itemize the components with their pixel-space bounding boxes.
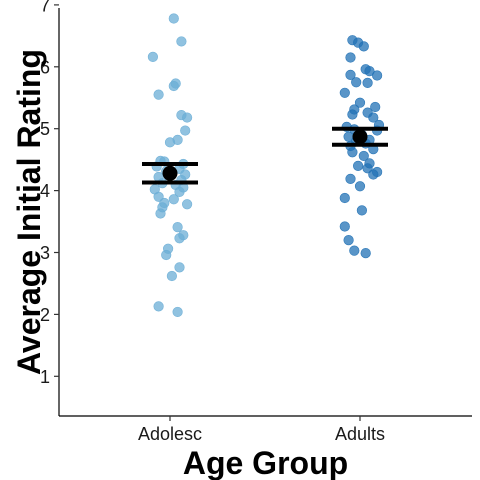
data-point — [353, 160, 364, 171]
data-point — [351, 77, 362, 88]
y-tick-label: 6 — [40, 57, 50, 77]
y-tick-label: 1 — [40, 367, 50, 387]
x-axis-title: Age Group — [183, 445, 348, 480]
data-point — [153, 301, 164, 312]
data-point — [164, 137, 176, 148]
data-point — [370, 101, 381, 113]
data-point — [343, 235, 354, 246]
data-point — [354, 181, 366, 192]
data-point — [358, 41, 369, 52]
data-point — [356, 205, 368, 216]
x-ticks: Adolesc Adults — [138, 416, 385, 444]
data-point — [368, 112, 379, 123]
data-point — [339, 87, 350, 98]
data-point — [347, 109, 358, 120]
mean-point — [162, 165, 178, 181]
data-point — [168, 13, 179, 24]
data-point — [147, 51, 158, 62]
x-tick-label: Adolesc — [138, 424, 202, 444]
data-point — [349, 245, 360, 256]
data-point — [364, 66, 375, 77]
data-point — [345, 52, 356, 63]
data-point — [161, 249, 172, 261]
y-tick-label: 4 — [40, 181, 50, 201]
axes-layer: 1 2 3 4 5 6 7 Adolesc Adults — [40, 0, 472, 444]
summary-layer — [142, 126, 388, 185]
data-point — [345, 173, 356, 184]
data-point — [166, 270, 177, 282]
data-point — [172, 222, 183, 233]
data-point — [176, 36, 187, 47]
y-tick-label: 2 — [40, 305, 50, 325]
data-point — [182, 199, 193, 210]
y-ticks: 1 2 3 4 5 6 7 — [40, 0, 59, 387]
data-point — [339, 192, 350, 204]
mean-point — [352, 129, 368, 145]
data-point — [172, 306, 183, 318]
data-point — [182, 112, 193, 123]
data-point — [180, 125, 191, 136]
y-tick-label: 3 — [40, 243, 50, 263]
y-axis-title: Average Initial Rating — [11, 49, 47, 375]
data-point — [368, 169, 379, 180]
data-point — [345, 69, 356, 80]
data-point — [354, 97, 366, 108]
data-point — [347, 147, 358, 158]
data-point — [174, 186, 185, 197]
data-point — [174, 233, 185, 244]
data-point — [168, 194, 179, 205]
data-point — [174, 262, 185, 273]
data-point — [339, 221, 350, 232]
data-point — [372, 70, 383, 81]
y-tick-label: 7 — [40, 0, 50, 15]
data-point — [168, 80, 179, 92]
data-point — [360, 248, 371, 259]
data-point — [358, 150, 369, 162]
x-tick-label: Adults — [335, 424, 385, 444]
data-point — [155, 208, 166, 219]
data-point — [362, 77, 373, 88]
data-point — [153, 89, 164, 100]
y-tick-label: 5 — [40, 119, 50, 139]
